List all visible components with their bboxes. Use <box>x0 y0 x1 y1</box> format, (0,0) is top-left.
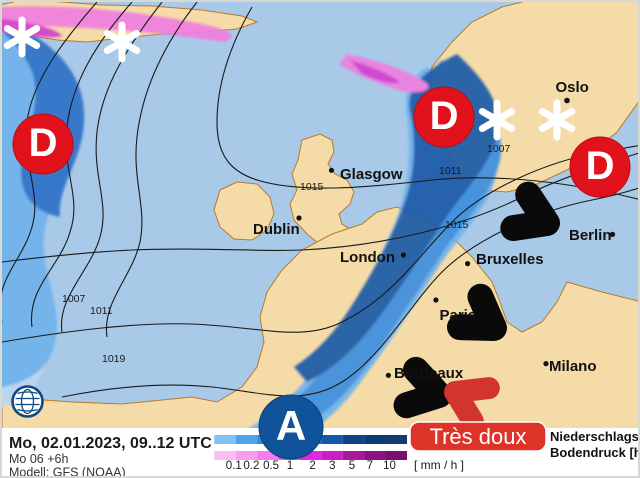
svg-text:Mo, 02.01.2023, 09..12 UTC: Mo, 02.01.2023, 09..12 UTC <box>9 435 212 452</box>
svg-text:3: 3 <box>329 460 335 472</box>
svg-text:Paris: Paris <box>440 307 477 324</box>
svg-text:1015: 1015 <box>300 181 324 193</box>
svg-text:1015: 1015 <box>445 219 469 231</box>
svg-text:Bordeaux: Bordeaux <box>394 365 464 382</box>
svg-text:Berlin: Berlin <box>569 227 612 244</box>
svg-text:1011: 1011 <box>439 165 462 177</box>
svg-text:1011: 1011 <box>90 305 113 317</box>
svg-text:0.1: 0.1 <box>226 460 242 472</box>
svg-text:0.2: 0.2 <box>243 460 259 472</box>
svg-text:[ mm / h ]: [ mm / h ] <box>414 458 464 472</box>
svg-text:Bruxelles: Bruxelles <box>476 251 544 268</box>
svg-text:1: 1 <box>287 460 293 472</box>
svg-text:Modell: GFS (NOAA): Modell: GFS (NOAA) <box>9 466 126 478</box>
svg-text:Glasgow: Glasgow <box>340 166 403 183</box>
svg-text:Très doux: Très doux <box>429 424 526 449</box>
svg-text:Niederschlagsart: Niederschlagsart <box>550 429 640 444</box>
svg-text:London: London <box>340 249 395 266</box>
svg-text:2: 2 <box>309 460 315 472</box>
svg-text:7: 7 <box>367 460 373 472</box>
svg-text:Oslo: Oslo <box>556 79 589 96</box>
svg-text:10: 10 <box>383 460 396 472</box>
svg-text:Dublin: Dublin <box>253 221 300 238</box>
svg-text:1007: 1007 <box>62 293 86 305</box>
svg-text:1019: 1019 <box>102 353 126 365</box>
svg-text:Bodendruck [hPa]: Bodendruck [hPa] <box>550 445 640 460</box>
svg-text:Milano: Milano <box>549 358 597 375</box>
svg-text:1007: 1007 <box>487 143 511 155</box>
svg-text:Mo 06 +6h: Mo 06 +6h <box>9 452 68 466</box>
svg-text:5: 5 <box>349 460 355 472</box>
svg-text:0.5: 0.5 <box>263 460 279 472</box>
